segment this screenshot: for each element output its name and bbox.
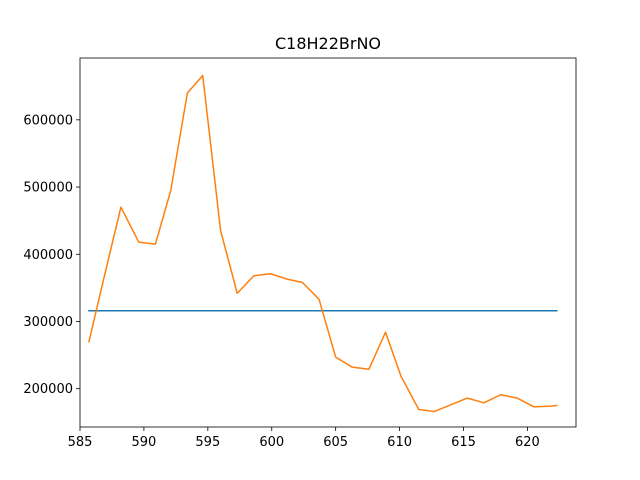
y-tick-label: 400000: [23, 248, 73, 263]
y-tick-label: 500000: [23, 181, 73, 196]
x-tick-label: 610: [387, 435, 412, 450]
x-tick-label: 590: [132, 435, 157, 450]
x-tick-label: 615: [451, 435, 476, 450]
x-tick-label: 605: [323, 435, 348, 450]
axes-layer: 585 590 595 600 605 610 615 620 200000 300000 4000…: [23, 57, 577, 450]
y-tick-label: 300000: [23, 315, 73, 330]
x-tick-label: 600: [259, 435, 284, 450]
chart-title: C18H22BrNO: [275, 34, 381, 53]
series-line-1: [88, 74, 558, 413]
series-layer: [88, 74, 558, 413]
x-tick-label: 585: [68, 435, 93, 450]
plot-frame: [79, 57, 577, 428]
y-tick-label: 200000: [23, 382, 73, 397]
y-tick-label: 600000: [23, 113, 73, 128]
x-tick-label: 595: [195, 435, 220, 450]
x-tick-label: 620: [515, 435, 540, 450]
